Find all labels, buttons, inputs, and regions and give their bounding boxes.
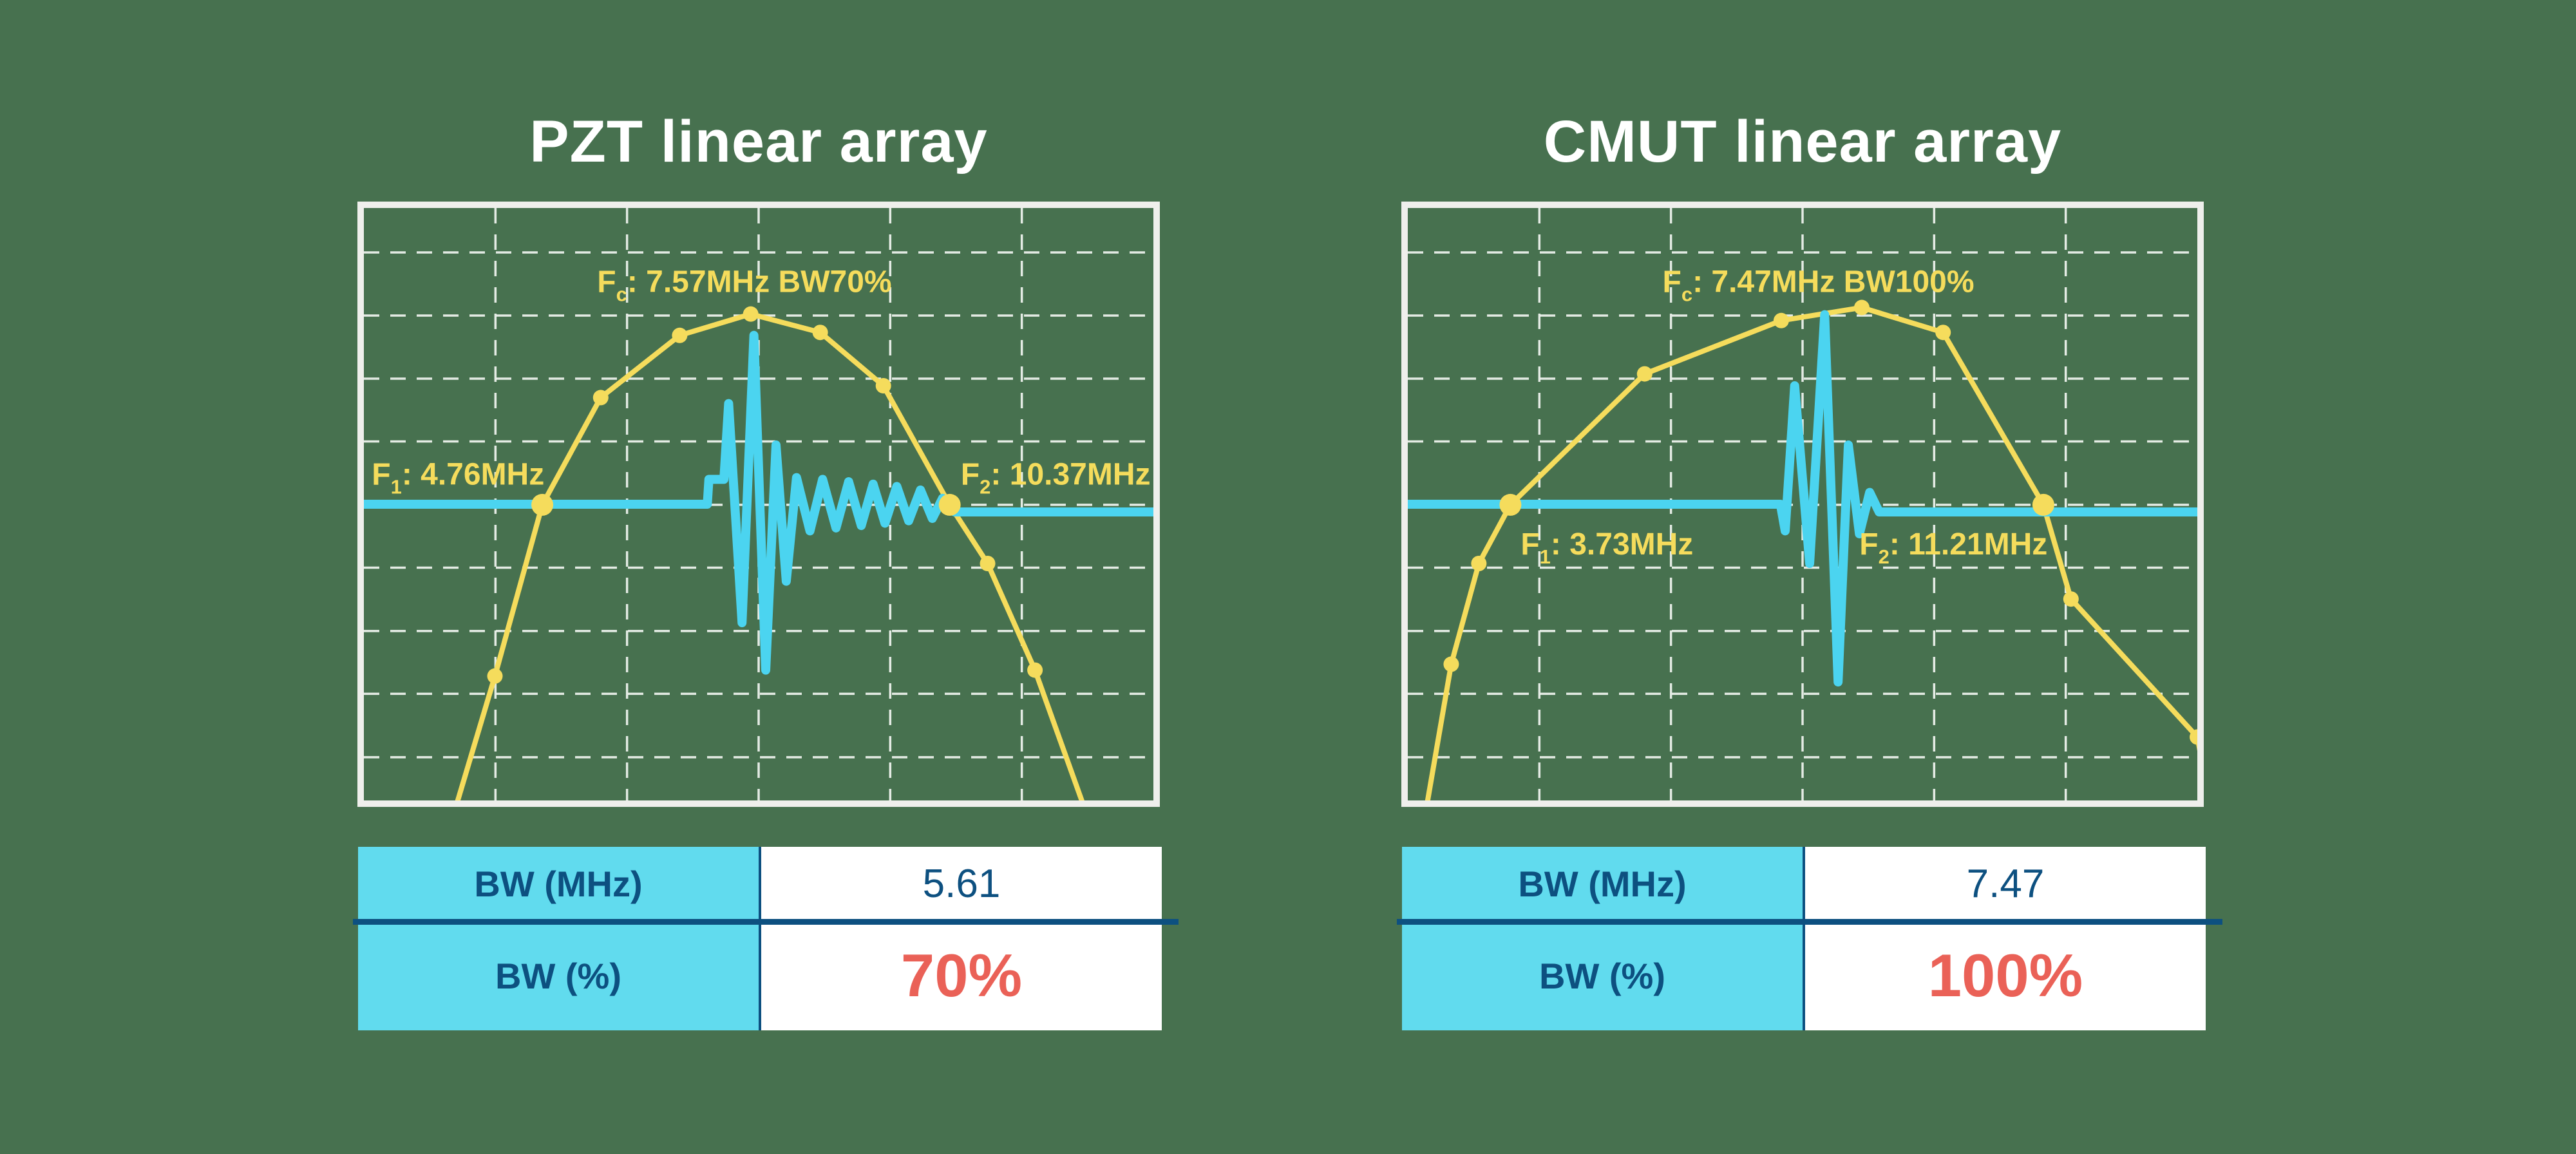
annotation-subscript: c — [1681, 283, 1692, 306]
data-marker — [1443, 656, 1459, 672]
pulse-waveform — [1408, 310, 2197, 686]
table-row: BW (%) 70% — [358, 921, 1162, 1030]
panel-title-pzt: PZT linear array — [529, 109, 988, 175]
annotation-value: : 7.47MHz BW100% — [1692, 265, 1974, 299]
table-row-label: BW (%) — [358, 921, 759, 1030]
table-row-value: 70% — [759, 921, 1162, 1030]
plot-border — [1401, 202, 2204, 807]
table-row-value: 5.61 — [759, 847, 1162, 922]
annotation-subscript: c — [616, 283, 627, 306]
chart-cmut: Fc: 7.47MHz BW100%F1: 3.73MHz F2: 11.21MH… — [1401, 202, 2204, 807]
data-marker — [592, 390, 609, 406]
annotation-f: F — [1662, 265, 1681, 299]
bandwidth-crossing-marker — [938, 493, 961, 516]
annotation-value: : 11.21MHz — [1889, 527, 2047, 562]
table-row-separator — [353, 919, 1179, 925]
table-cmut: BW (MHz) 7.47 BW (%) 100% — [1397, 847, 2222, 1030]
table-row-value: 100% — [1803, 921, 2206, 1030]
data-marker — [1471, 556, 1487, 571]
annotation-value: : 10.37MHz — [990, 458, 1150, 492]
annotation-f: F — [961, 458, 980, 492]
annotation-fc: Fc: 7.47MHz BW100% — [1662, 265, 1974, 306]
data-marker — [743, 306, 759, 322]
chart-pzt: Fc: 7.57MHz BW70%F1: 4.76MHz F2: 10.37MHz — [357, 202, 1160, 807]
data-marker — [2063, 591, 2079, 607]
table-row-label: BW (MHz) — [358, 847, 759, 922]
table-row: BW (%) 100% — [1402, 921, 2206, 1030]
data-marker — [812, 325, 828, 341]
annotation-value: : 3.73MHz — [1551, 527, 1693, 562]
table-row-label: BW (MHz) — [1402, 847, 1803, 922]
annotation-f: F — [1859, 527, 1878, 562]
bandwidth-crossing-marker — [531, 493, 554, 516]
annotation-value: : 4.76MHz — [402, 458, 544, 492]
data-marker — [875, 378, 891, 393]
table-row-label: BW (%) — [1402, 921, 1803, 1030]
panel-title-cmut: CMUT linear array — [1543, 109, 2062, 175]
annotation-f1: F1: 4.76MHz — [372, 458, 544, 498]
data-marker — [1636, 366, 1653, 382]
table-row-value: 7.47 — [1803, 847, 2206, 922]
spectrum-curve — [453, 311, 1087, 807]
data-marker — [1773, 312, 1789, 328]
annotation-f: F — [372, 458, 390, 492]
table-row-separator — [1397, 919, 2222, 925]
annotation-value: : 7.57MHz BW70% — [627, 265, 892, 299]
annotation-subscript: 1 — [391, 476, 402, 498]
bandwidth-crossing-marker — [1499, 493, 1522, 516]
annotation-subscript: 2 — [1879, 545, 1889, 568]
table-pzt: BW (MHz) 5.61 BW (%) 70% — [353, 847, 1179, 1030]
data-marker — [1027, 662, 1043, 678]
data-marker — [1853, 299, 1870, 316]
data-marker — [672, 327, 688, 343]
data-marker — [1935, 325, 1951, 341]
table-row: BW (MHz) 5.61 — [358, 847, 1162, 922]
annotation-fc: Fc: 7.57MHz BW70% — [597, 265, 891, 306]
annotation-f: F — [597, 265, 616, 299]
data-marker — [980, 556, 996, 571]
annotation-subscript: 2 — [980, 476, 990, 498]
annotation-f2: F2: 10.37MHz — [961, 458, 1151, 498]
annotation-subscript: 1 — [1540, 545, 1551, 568]
data-marker — [487, 668, 503, 684]
pulse-waveform — [364, 330, 1153, 675]
annotation-f1: F1: 3.73MHz — [1520, 527, 1693, 568]
table-row: BW (MHz) 7.47 — [1402, 847, 2206, 922]
bandwidth-crossing-marker — [2032, 493, 2054, 516]
annotation-f: F — [1520, 527, 1539, 562]
annotation-f2: F2: 11.21MHz — [1859, 527, 2047, 568]
plot-border — [357, 202, 1160, 807]
